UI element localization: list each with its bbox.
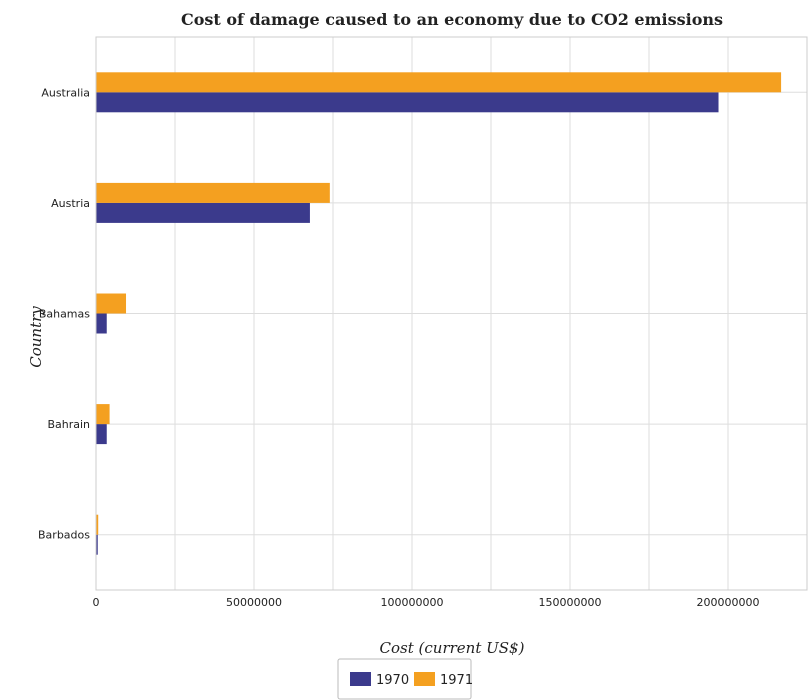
y-tick-label: Bahrain <box>47 418 90 431</box>
x-axis-label: Cost (current US$) <box>380 639 525 657</box>
legend-box <box>337 658 472 700</box>
chart-title: Cost of damage caused to an economy due … <box>181 10 723 29</box>
bar-1971-australia <box>96 72 782 93</box>
bar-1970-australia <box>96 92 719 113</box>
legend: 1970 1971 <box>337 658 473 700</box>
legend-label: 1971 <box>440 673 473 688</box>
bar-1970-bahamas <box>96 313 107 334</box>
bar-1970-barbados <box>96 534 98 555</box>
bar-1971-bahamas <box>96 293 127 314</box>
x-tick-label: 100000000 <box>381 596 444 609</box>
bar-1970-austria <box>96 202 310 223</box>
y-tick-label: Bahamas <box>39 308 90 321</box>
bar-1971-barbados <box>96 514 99 535</box>
legend-label: 1970 <box>376 673 409 688</box>
plot-area: Australia Austria Bahamas Bahrain Barbados 0 5… <box>38 36 808 609</box>
y-tick-label: Australia <box>41 86 90 99</box>
x-tick-label: 50000000 <box>226 596 282 609</box>
x-tick-label: 200000000 <box>697 596 760 609</box>
legend-swatch <box>414 672 435 686</box>
bar-1971-bahrain <box>96 404 110 425</box>
bar-1971-austria <box>96 182 330 203</box>
legend-swatch <box>350 672 371 686</box>
y-axis-label: Country <box>27 306 45 368</box>
plot-frame <box>95 36 808 591</box>
bar-1970-bahrain <box>96 424 107 445</box>
x-tick-label: 150000000 <box>539 596 602 609</box>
y-tick-label: Barbados <box>38 529 90 542</box>
y-tick-label: Austria <box>51 197 90 210</box>
x-tick-label: 0 <box>93 596 100 609</box>
